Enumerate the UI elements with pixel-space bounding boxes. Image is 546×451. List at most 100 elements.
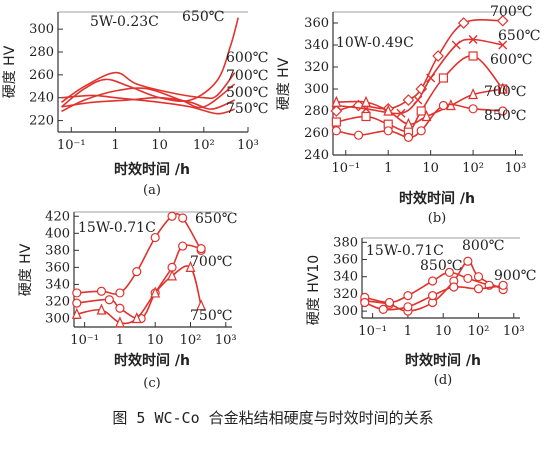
series-label: 500℃: [226, 85, 268, 101]
data-point: [427, 276, 438, 286]
chart-panel-4: 300 320 340 360 380 10⁻¹ 1 10 10² 10³ 15W-0.71C 硬度 …: [306, 235, 536, 388]
data-point: [449, 282, 459, 292]
chart-panel-2: 240 260 280 300 320 340 360 10⁻¹ 1 10 10² 10³ 10W-0.…: [276, 4, 540, 226]
data-point: [150, 286, 161, 298]
data-point: [167, 211, 177, 221]
composition-label: 15W-0.71C: [78, 220, 156, 236]
data-point: [72, 298, 82, 308]
data-point: [468, 104, 478, 114]
y-tick-label: 300: [45, 311, 70, 326]
x-tick-label: 10⁻¹: [57, 138, 86, 153]
series-line-2: [336, 38, 503, 115]
data-point: [383, 126, 393, 136]
y-tick-label: 260: [304, 126, 329, 141]
data-point: [468, 35, 478, 44]
data-point: [72, 288, 82, 298]
data-point: [96, 286, 107, 296]
data-point: [438, 100, 449, 111]
data-point: [473, 272, 484, 282]
data-point: [403, 291, 413, 301]
chart-panel-3: 300 320 340 360 380 400 420 10⁻¹ 1 10 10² 10³ 15W-0.…: [18, 209, 237, 391]
data-point: [396, 108, 406, 118]
series-label: 750℃: [226, 101, 268, 117]
data-point: [114, 316, 125, 328]
y-tick-label: 380: [45, 243, 70, 258]
series-label: 850℃: [484, 108, 526, 124]
data-point: [71, 307, 82, 319]
y-tick-label: 340: [333, 270, 358, 285]
data-point: [498, 106, 508, 116]
y-tick-label: 280: [29, 45, 54, 60]
x-tick-label: 10: [151, 138, 168, 153]
data-point: [451, 40, 461, 50]
series-line-2: [61, 71, 236, 103]
data-point: [178, 241, 188, 251]
y-tick-label: 420: [45, 209, 70, 224]
x-tick-label: 10³: [237, 138, 259, 153]
panel-label: (c): [143, 376, 160, 391]
x-axis-title: 时效时间 /h: [405, 352, 481, 369]
data-point: [331, 117, 341, 127]
data-point: [416, 126, 426, 136]
data-point: [185, 260, 196, 272]
x-tick-label: 10²: [462, 161, 484, 176]
y-tick-label: 360: [304, 16, 329, 31]
y-axis-title: 硬度 HV: [2, 45, 18, 98]
y-tick-label: 240: [304, 148, 329, 163]
series-line-1: [60, 17, 239, 108]
series-label: 750℃: [190, 308, 232, 324]
y-tick-label: 320: [304, 60, 329, 75]
y-tick-label: 340: [304, 38, 329, 53]
x-tick-label: 1: [111, 138, 119, 153]
data-point: [383, 104, 394, 116]
y-tick-label: 320: [45, 294, 70, 309]
y-tick-label: 360: [45, 260, 70, 275]
data-point: [196, 244, 206, 254]
panel-label: (a): [143, 183, 161, 198]
composition-label: 5W-0.23C: [90, 14, 159, 30]
composition-label: 15W-0.71C: [366, 243, 444, 259]
data-point: [167, 269, 177, 281]
y-tick-label: 220: [29, 114, 54, 129]
y-tick-label: 280: [304, 104, 329, 119]
data-point: [178, 213, 188, 223]
series-label: 600℃: [490, 52, 532, 68]
data-point: [496, 14, 509, 27]
x-tick-label: 10³: [503, 324, 525, 339]
y-tick-label: 360: [333, 253, 358, 268]
figure-caption: 图 5 WC-Co 合金粘结相硬度与时效时间的关系: [112, 409, 433, 427]
data-point: [360, 297, 370, 308]
data-point: [416, 106, 426, 116]
data-point: [438, 73, 449, 83]
data-point: [498, 280, 508, 290]
x-tick-label: 1: [404, 324, 412, 339]
y-tick-label: 300: [29, 22, 54, 37]
data-point: [353, 130, 364, 140]
x-tick-label: 10: [147, 333, 164, 348]
y-tick-label: 380: [333, 235, 358, 250]
series-line-4: [61, 96, 236, 110]
data-point: [196, 299, 207, 311]
data-point: [413, 95, 423, 105]
x-tick-label: 10⁻¹: [358, 324, 387, 339]
series-label: 700℃: [484, 84, 526, 100]
x-tick-label: 10³: [505, 161, 527, 176]
data-point: [115, 303, 125, 313]
series-label: 650℃: [195, 211, 237, 227]
data-point: [132, 267, 142, 277]
y-axis-title: 硬度 HV: [276, 57, 292, 110]
data-point: [384, 297, 395, 308]
x-axis-title: 时效时间 /h: [114, 161, 190, 178]
series-label: 900℃: [494, 268, 536, 284]
y-tick-label: 260: [29, 68, 54, 83]
panel-label: (b): [428, 211, 446, 226]
series-label: 650℃: [498, 28, 540, 44]
series-label: 700℃: [226, 68, 268, 84]
data-point: [498, 40, 508, 50]
data-point: [131, 312, 142, 324]
series-label: 650℃: [182, 9, 224, 25]
data-point: [378, 304, 388, 314]
x-tick-label: 1: [116, 333, 124, 348]
series-label: 700℃: [490, 4, 532, 20]
y-tick-label: 300: [304, 82, 329, 97]
